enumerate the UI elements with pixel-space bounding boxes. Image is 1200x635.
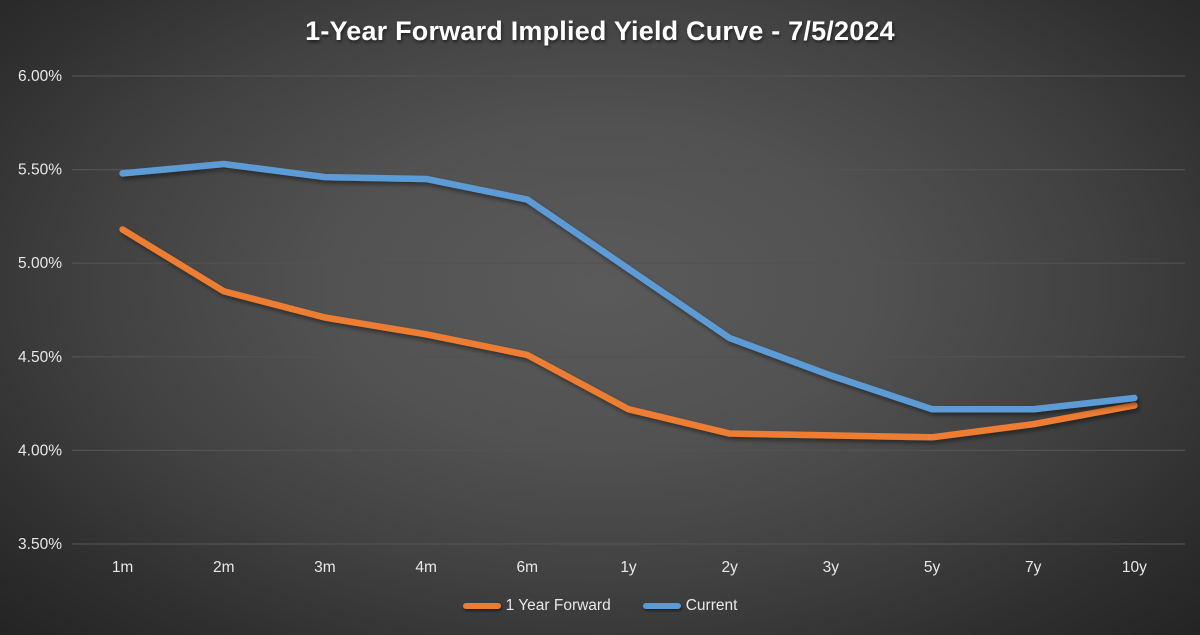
series-line-current xyxy=(119,160,1138,413)
x-tick-label: 1m xyxy=(112,559,134,576)
x-tick-label: 2m xyxy=(213,559,235,576)
x-tick-label: 2y xyxy=(721,559,738,576)
legend-item: Current xyxy=(642,597,738,615)
chart-title: 1-Year Forward Implied Yield Curve - 7/5… xyxy=(305,16,895,46)
y-tick-label: 3.50% xyxy=(18,536,62,553)
y-tick-label: 6.00% xyxy=(18,68,62,85)
legend-swatch xyxy=(642,603,681,609)
y-tick-label: 4.00% xyxy=(18,442,62,459)
x-axis-labels: 1m 2m 3m 4m 6m 1y 2y 3y 5y 7y 10y xyxy=(112,559,1147,576)
x-tick-label: 3y xyxy=(823,559,840,576)
x-tick-label: 5y xyxy=(924,559,941,576)
x-tick-label: 6m xyxy=(517,559,539,576)
y-tick-label: 4.50% xyxy=(18,349,62,366)
x-tick-label: 1y xyxy=(620,559,637,576)
legend-swatch xyxy=(462,603,501,609)
legend-label: 1 Year Forward xyxy=(505,597,611,614)
legend-label: Current xyxy=(685,597,738,614)
y-axis-labels: 3.50% 4.00% 4.50% 5.00% 5.50% 6.00% xyxy=(18,68,62,553)
y-tick-label: 5.00% xyxy=(18,255,62,272)
x-tick-label: 10y xyxy=(1122,559,1147,576)
legend-item: 1 Year Forward xyxy=(462,597,611,615)
gridlines xyxy=(72,75,1185,545)
x-tick-label: 4m xyxy=(415,559,437,576)
legend: 1 Year Forward Current xyxy=(0,594,1200,618)
series-lines xyxy=(119,160,1138,441)
x-tick-label: 3m xyxy=(314,559,336,576)
x-tick-label: 7y xyxy=(1025,559,1042,576)
y-tick-label: 5.50% xyxy=(18,162,62,179)
series-line-1-year-forward xyxy=(119,226,1138,441)
